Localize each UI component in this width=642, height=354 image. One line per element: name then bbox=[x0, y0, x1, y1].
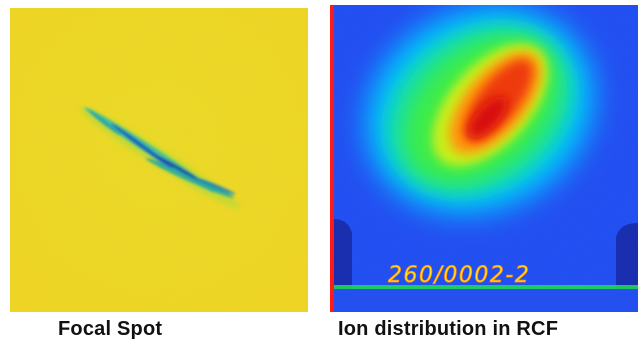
rcf-left-edge bbox=[330, 5, 334, 312]
ion-distribution-caption: Ion distribution in RCF bbox=[338, 318, 559, 340]
ion-distribution-contours bbox=[365, 5, 595, 215]
focal-spot-caption: Focal Spot bbox=[58, 318, 163, 340]
ion-distribution-svg: 260/0002-2 bbox=[330, 5, 638, 312]
rcf-right-clamp bbox=[616, 223, 638, 289]
rcf-left-clamp bbox=[334, 219, 352, 289]
focal-spot-streak bbox=[84, 107, 236, 198]
focal-spot-svg bbox=[10, 8, 308, 312]
ion-distribution-image: 260/0002-2 bbox=[330, 5, 638, 312]
rcf-bottom-band bbox=[334, 289, 638, 312]
rcf-bottom-line bbox=[334, 285, 638, 289]
focal-spot-image bbox=[10, 8, 308, 312]
rcf-handwritten-label: 260/0002-2 bbox=[388, 263, 530, 288]
